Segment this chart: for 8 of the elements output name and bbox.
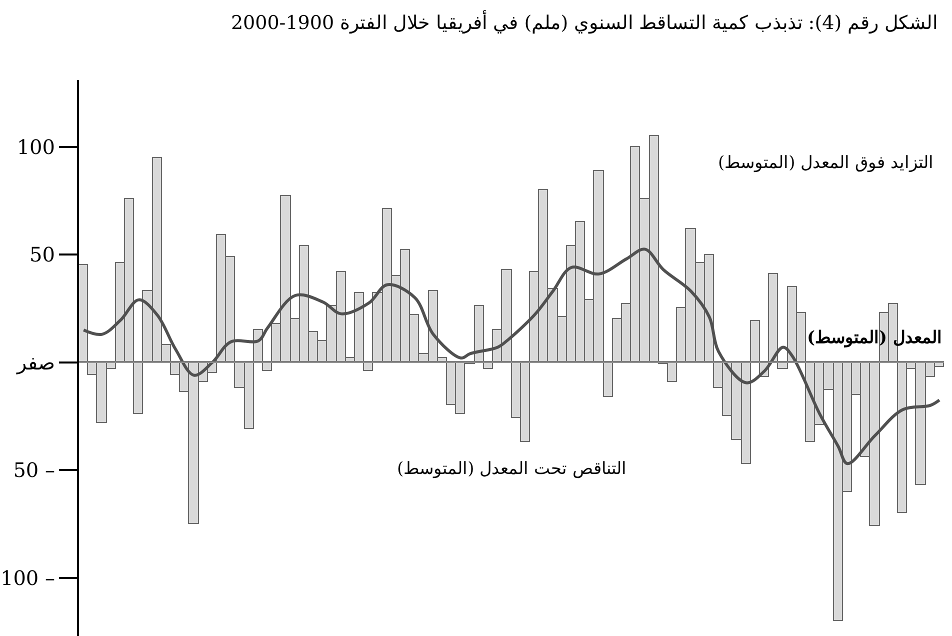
y-tick-label: 100 (16, 134, 55, 159)
y-tick-label: 50 (30, 242, 55, 267)
y-tick-label: صفر (16, 350, 55, 374)
y-tick-label: 50 – (13, 458, 55, 482)
y-tick-label: 100 – (0, 566, 55, 590)
annotation: التناقص تحت المعدل (المتوسط) (397, 459, 626, 479)
chart-title: الشكل رقم (4): تذبذب كمية التساقط السنوي (ملم) في أفريقيا خلال الفترة 1900-2000 (230, 9, 938, 34)
annotation: التزايد فوق المعدل (المتوسط) (718, 153, 934, 173)
